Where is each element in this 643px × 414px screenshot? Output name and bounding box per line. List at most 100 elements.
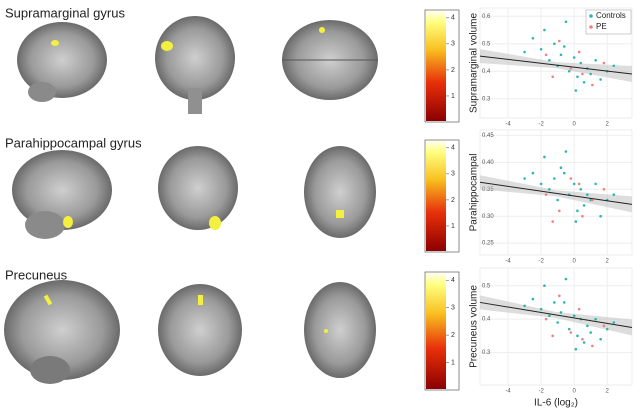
point — [544, 53, 548, 57]
point — [531, 36, 535, 40]
point — [558, 294, 561, 298]
colorbar-tick-label: 4 — [451, 277, 455, 284]
cerebellum — [25, 211, 65, 239]
colorbar-tick-label: 3 — [451, 171, 455, 178]
row-title: Precuneus — [5, 267, 68, 282]
point — [605, 327, 609, 331]
coronal-slice — [158, 146, 238, 230]
brainstem — [188, 88, 202, 114]
y-tick-label: 0.3 — [482, 96, 491, 102]
coronal-slice — [155, 16, 235, 100]
point — [543, 28, 546, 32]
point — [559, 166, 563, 170]
point — [553, 301, 556, 304]
point — [577, 182, 581, 186]
point — [558, 39, 561, 43]
trend-line — [479, 55, 633, 75]
point — [594, 182, 597, 186]
point — [544, 193, 548, 196]
point — [576, 75, 579, 79]
point — [594, 58, 597, 62]
sagittal-slice — [12, 150, 112, 230]
point — [591, 83, 594, 87]
x-axis-label: IL-6 (log₂) — [534, 398, 578, 409]
y-axis-label: Precuneus volume — [469, 285, 480, 368]
point — [594, 317, 597, 321]
y-tick-label: 0.3 — [482, 350, 491, 356]
point — [559, 53, 563, 57]
point — [553, 42, 556, 46]
point — [556, 321, 559, 324]
point — [558, 209, 561, 213]
point — [539, 182, 543, 186]
point — [586, 324, 589, 328]
point — [569, 331, 573, 334]
point — [559, 311, 563, 314]
point — [548, 58, 551, 62]
brain-images — [4, 16, 378, 384]
x-tick-label: -2 — [538, 122, 544, 128]
x-tick-label: 0 — [573, 122, 577, 128]
point — [612, 321, 616, 324]
y-tick-label: 0.6 — [482, 14, 491, 20]
point — [591, 198, 594, 202]
cluster — [324, 329, 328, 333]
point — [567, 69, 571, 73]
colorbar-tick-label: 4 — [451, 15, 455, 22]
x-tick-label: -2 — [538, 259, 544, 265]
sagittal-slice — [17, 22, 107, 98]
axial-slice — [304, 146, 376, 238]
point — [523, 304, 526, 308]
point — [581, 337, 584, 341]
point — [562, 301, 566, 304]
point — [572, 314, 576, 318]
y-tick-label: 0.40 — [482, 160, 494, 166]
y-tick-label: 0.45 — [482, 133, 494, 139]
point — [562, 171, 566, 175]
y-axis-label: Supramarginal volume — [469, 13, 480, 113]
point — [572, 56, 576, 59]
point — [599, 78, 602, 81]
colorbar-tick-label: 1 — [451, 93, 455, 100]
point — [599, 337, 602, 341]
x-tick-label: -4 — [505, 122, 511, 128]
x-tick-label: 0 — [573, 389, 577, 395]
point — [612, 193, 616, 196]
axial-slice — [304, 282, 376, 378]
point — [576, 334, 579, 338]
point — [553, 177, 556, 180]
point — [579, 61, 583, 65]
point — [579, 187, 583, 191]
legend-label: Controls — [596, 11, 626, 20]
colorbar-tick-label: 2 — [451, 67, 455, 74]
trend-line — [479, 181, 633, 205]
point — [551, 334, 554, 338]
sagittal-slice — [4, 280, 120, 380]
point — [539, 307, 543, 311]
x-tick-label: 2 — [606, 259, 610, 265]
point — [591, 344, 594, 348]
cluster — [63, 216, 73, 228]
colorbar-tick-label: 3 — [451, 305, 455, 312]
point — [548, 314, 551, 318]
colorbar-tick-label: 2 — [451, 332, 455, 339]
x-tick-label: 2 — [606, 389, 610, 395]
colorbar-tick-label: 3 — [451, 41, 455, 48]
cluster — [161, 41, 173, 51]
point — [523, 177, 526, 180]
y-tick-label: 0.25 — [482, 241, 494, 247]
point — [589, 72, 592, 76]
row-title: Supramarginal gyrus — [5, 5, 125, 20]
point — [582, 80, 586, 84]
point — [523, 50, 526, 54]
x-tick-label: -2 — [538, 389, 544, 395]
x-tick-label: -4 — [505, 259, 511, 265]
x-tick-label: -4 — [505, 389, 511, 395]
point — [551, 220, 554, 223]
colorbar-tick-label: 1 — [451, 223, 455, 230]
point — [543, 284, 546, 288]
point — [544, 317, 548, 321]
y-tick-label: 0.4 — [482, 317, 491, 323]
colorbar-gradient — [426, 141, 446, 251]
